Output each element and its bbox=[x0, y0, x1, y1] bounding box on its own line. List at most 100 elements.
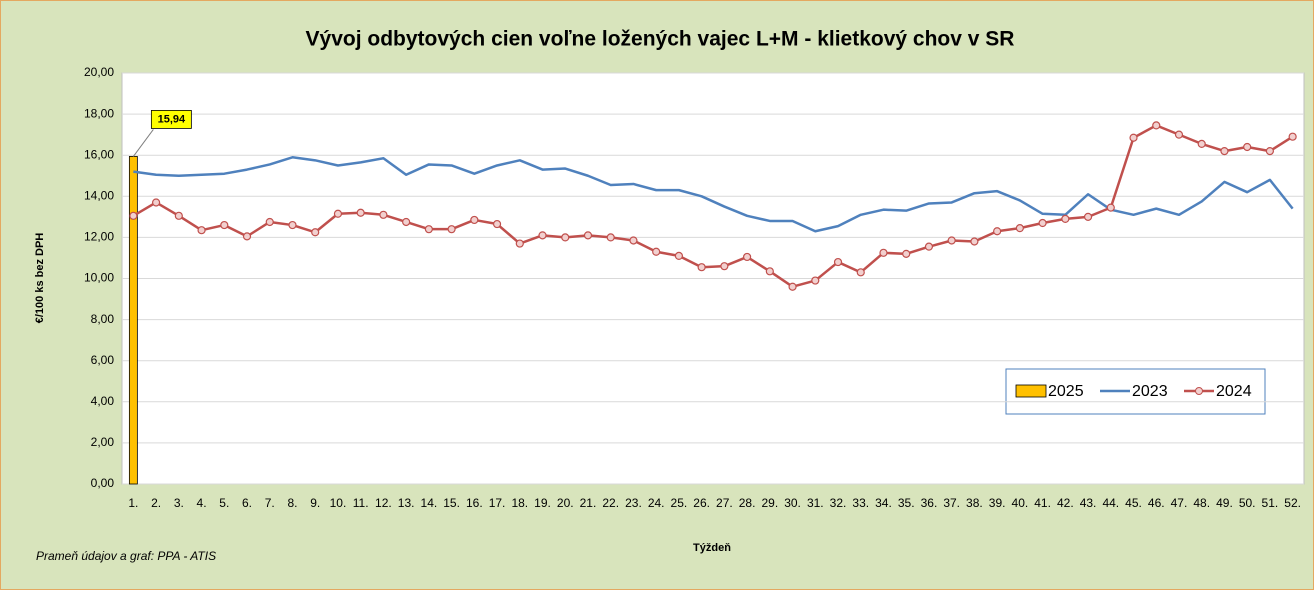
x-tick-label: 7. bbox=[265, 496, 275, 510]
x-tick-label: 15. bbox=[443, 496, 460, 510]
x-tick-label: 33. bbox=[852, 496, 869, 510]
x-tick-label: 26. bbox=[693, 496, 710, 510]
x-tick-label: 19. bbox=[534, 496, 551, 510]
x-tick-label: 36. bbox=[921, 496, 938, 510]
legend-label: 2023 bbox=[1132, 383, 1168, 400]
y-tick-label: 2,00 bbox=[91, 435, 115, 449]
line-marker bbox=[1015, 224, 1024, 233]
line-marker bbox=[742, 252, 752, 262]
x-tick-label: 10. bbox=[330, 496, 347, 510]
line-marker bbox=[1106, 203, 1115, 212]
x-tick-label: 46. bbox=[1148, 496, 1165, 510]
line-series bbox=[133, 156, 1294, 233]
x-tick-label: 41. bbox=[1034, 496, 1051, 510]
x-tick-label: 51. bbox=[1262, 496, 1279, 510]
y-tick-label: 12,00 bbox=[84, 230, 114, 244]
y-tick-label: 8,00 bbox=[91, 312, 115, 326]
line-marker bbox=[174, 211, 183, 220]
line-marker bbox=[1174, 130, 1184, 139]
x-tick-label: 23. bbox=[625, 496, 642, 510]
x-tick-label: 50. bbox=[1239, 496, 1256, 510]
line-marker bbox=[1038, 218, 1047, 228]
line-marker bbox=[583, 231, 593, 240]
x-tick-label: 8. bbox=[287, 496, 297, 510]
x-tick-label: 22. bbox=[602, 496, 619, 510]
line-marker bbox=[652, 247, 661, 256]
line-marker bbox=[697, 263, 706, 272]
line-marker bbox=[492, 219, 502, 229]
line-marker bbox=[629, 236, 638, 245]
line-marker bbox=[151, 198, 161, 207]
line-marker bbox=[424, 225, 433, 234]
legend-swatch bbox=[1015, 384, 1047, 398]
y-tick-label: 4,00 bbox=[91, 394, 115, 408]
line-marker bbox=[1152, 121, 1161, 130]
x-tick-label: 27. bbox=[716, 496, 733, 510]
line-marker bbox=[515, 239, 524, 248]
line-marker bbox=[538, 231, 547, 240]
x-tick-label: 1. bbox=[128, 496, 138, 510]
line-marker bbox=[674, 251, 684, 260]
y-tick-label: 0,00 bbox=[91, 476, 115, 490]
x-tick-label: 2. bbox=[151, 496, 161, 510]
source-note: Prameň údajov a graf: PPA - ATIS bbox=[36, 549, 216, 563]
line-marker bbox=[856, 268, 865, 277]
x-tick-label: 6. bbox=[242, 496, 252, 510]
y-tick-label: 16,00 bbox=[84, 147, 114, 161]
x-tick-label: 48. bbox=[1193, 496, 1210, 510]
y-tick-label: 14,00 bbox=[84, 188, 114, 202]
line-series bbox=[132, 124, 1294, 288]
x-tick-label: 34. bbox=[875, 496, 892, 510]
line-marker bbox=[765, 267, 774, 276]
chart-title: Vývoj odbytových cien voľne ložených vaj… bbox=[306, 28, 1015, 51]
x-tick-label: 17. bbox=[489, 496, 506, 510]
legend bbox=[1005, 368, 1266, 415]
x-tick-label: 44. bbox=[1102, 496, 1119, 510]
line-marker bbox=[197, 226, 206, 235]
line-marker bbox=[879, 248, 888, 257]
x-tick-label: 31. bbox=[807, 496, 824, 510]
line-marker bbox=[470, 215, 479, 225]
bar bbox=[128, 156, 138, 485]
line-marker bbox=[1061, 214, 1070, 224]
y-tick-label: 18,00 bbox=[84, 106, 114, 120]
x-tick-label: 21. bbox=[580, 496, 597, 510]
legend-label: 2024 bbox=[1216, 383, 1252, 400]
y-axis-label: €/100 ks bez DPH bbox=[34, 233, 46, 324]
y-tick-label: 10,00 bbox=[84, 271, 114, 285]
x-axis-label: Týždeň bbox=[693, 542, 731, 554]
x-tick-label: 32. bbox=[830, 496, 847, 510]
line-marker bbox=[561, 233, 570, 242]
line-marker bbox=[379, 210, 388, 219]
x-tick-label: 40. bbox=[1012, 496, 1029, 510]
line-marker bbox=[902, 249, 911, 258]
legend-marker bbox=[1195, 387, 1203, 395]
legend-label: 2025 bbox=[1048, 383, 1084, 400]
x-tick-label: 14. bbox=[421, 496, 438, 510]
x-tick-label: 24. bbox=[648, 496, 665, 510]
line-marker bbox=[811, 276, 820, 285]
data-label-box bbox=[150, 110, 192, 129]
x-tick-label: 13. bbox=[398, 496, 415, 510]
x-tick-label: 30. bbox=[784, 496, 801, 510]
x-tick-label: 42. bbox=[1057, 496, 1074, 510]
line-marker bbox=[720, 262, 729, 271]
data-label: 15,94 bbox=[158, 113, 186, 125]
line-marker bbox=[947, 236, 956, 245]
line-marker bbox=[1197, 139, 1206, 148]
x-tick-label: 39. bbox=[989, 496, 1006, 510]
x-tick-label: 25. bbox=[671, 496, 688, 510]
line-marker bbox=[1288, 132, 1297, 141]
line-marker bbox=[220, 220, 229, 230]
line-marker bbox=[311, 228, 320, 237]
line-marker bbox=[1220, 146, 1229, 156]
line-marker bbox=[1129, 133, 1138, 142]
y-tick-label: 6,00 bbox=[91, 353, 115, 367]
x-tick-label: 20. bbox=[557, 496, 574, 510]
line-marker bbox=[993, 227, 1002, 236]
line-marker bbox=[447, 225, 456, 234]
line-marker bbox=[788, 282, 797, 291]
line-marker bbox=[606, 233, 615, 242]
x-tick-label: 16. bbox=[466, 496, 483, 510]
